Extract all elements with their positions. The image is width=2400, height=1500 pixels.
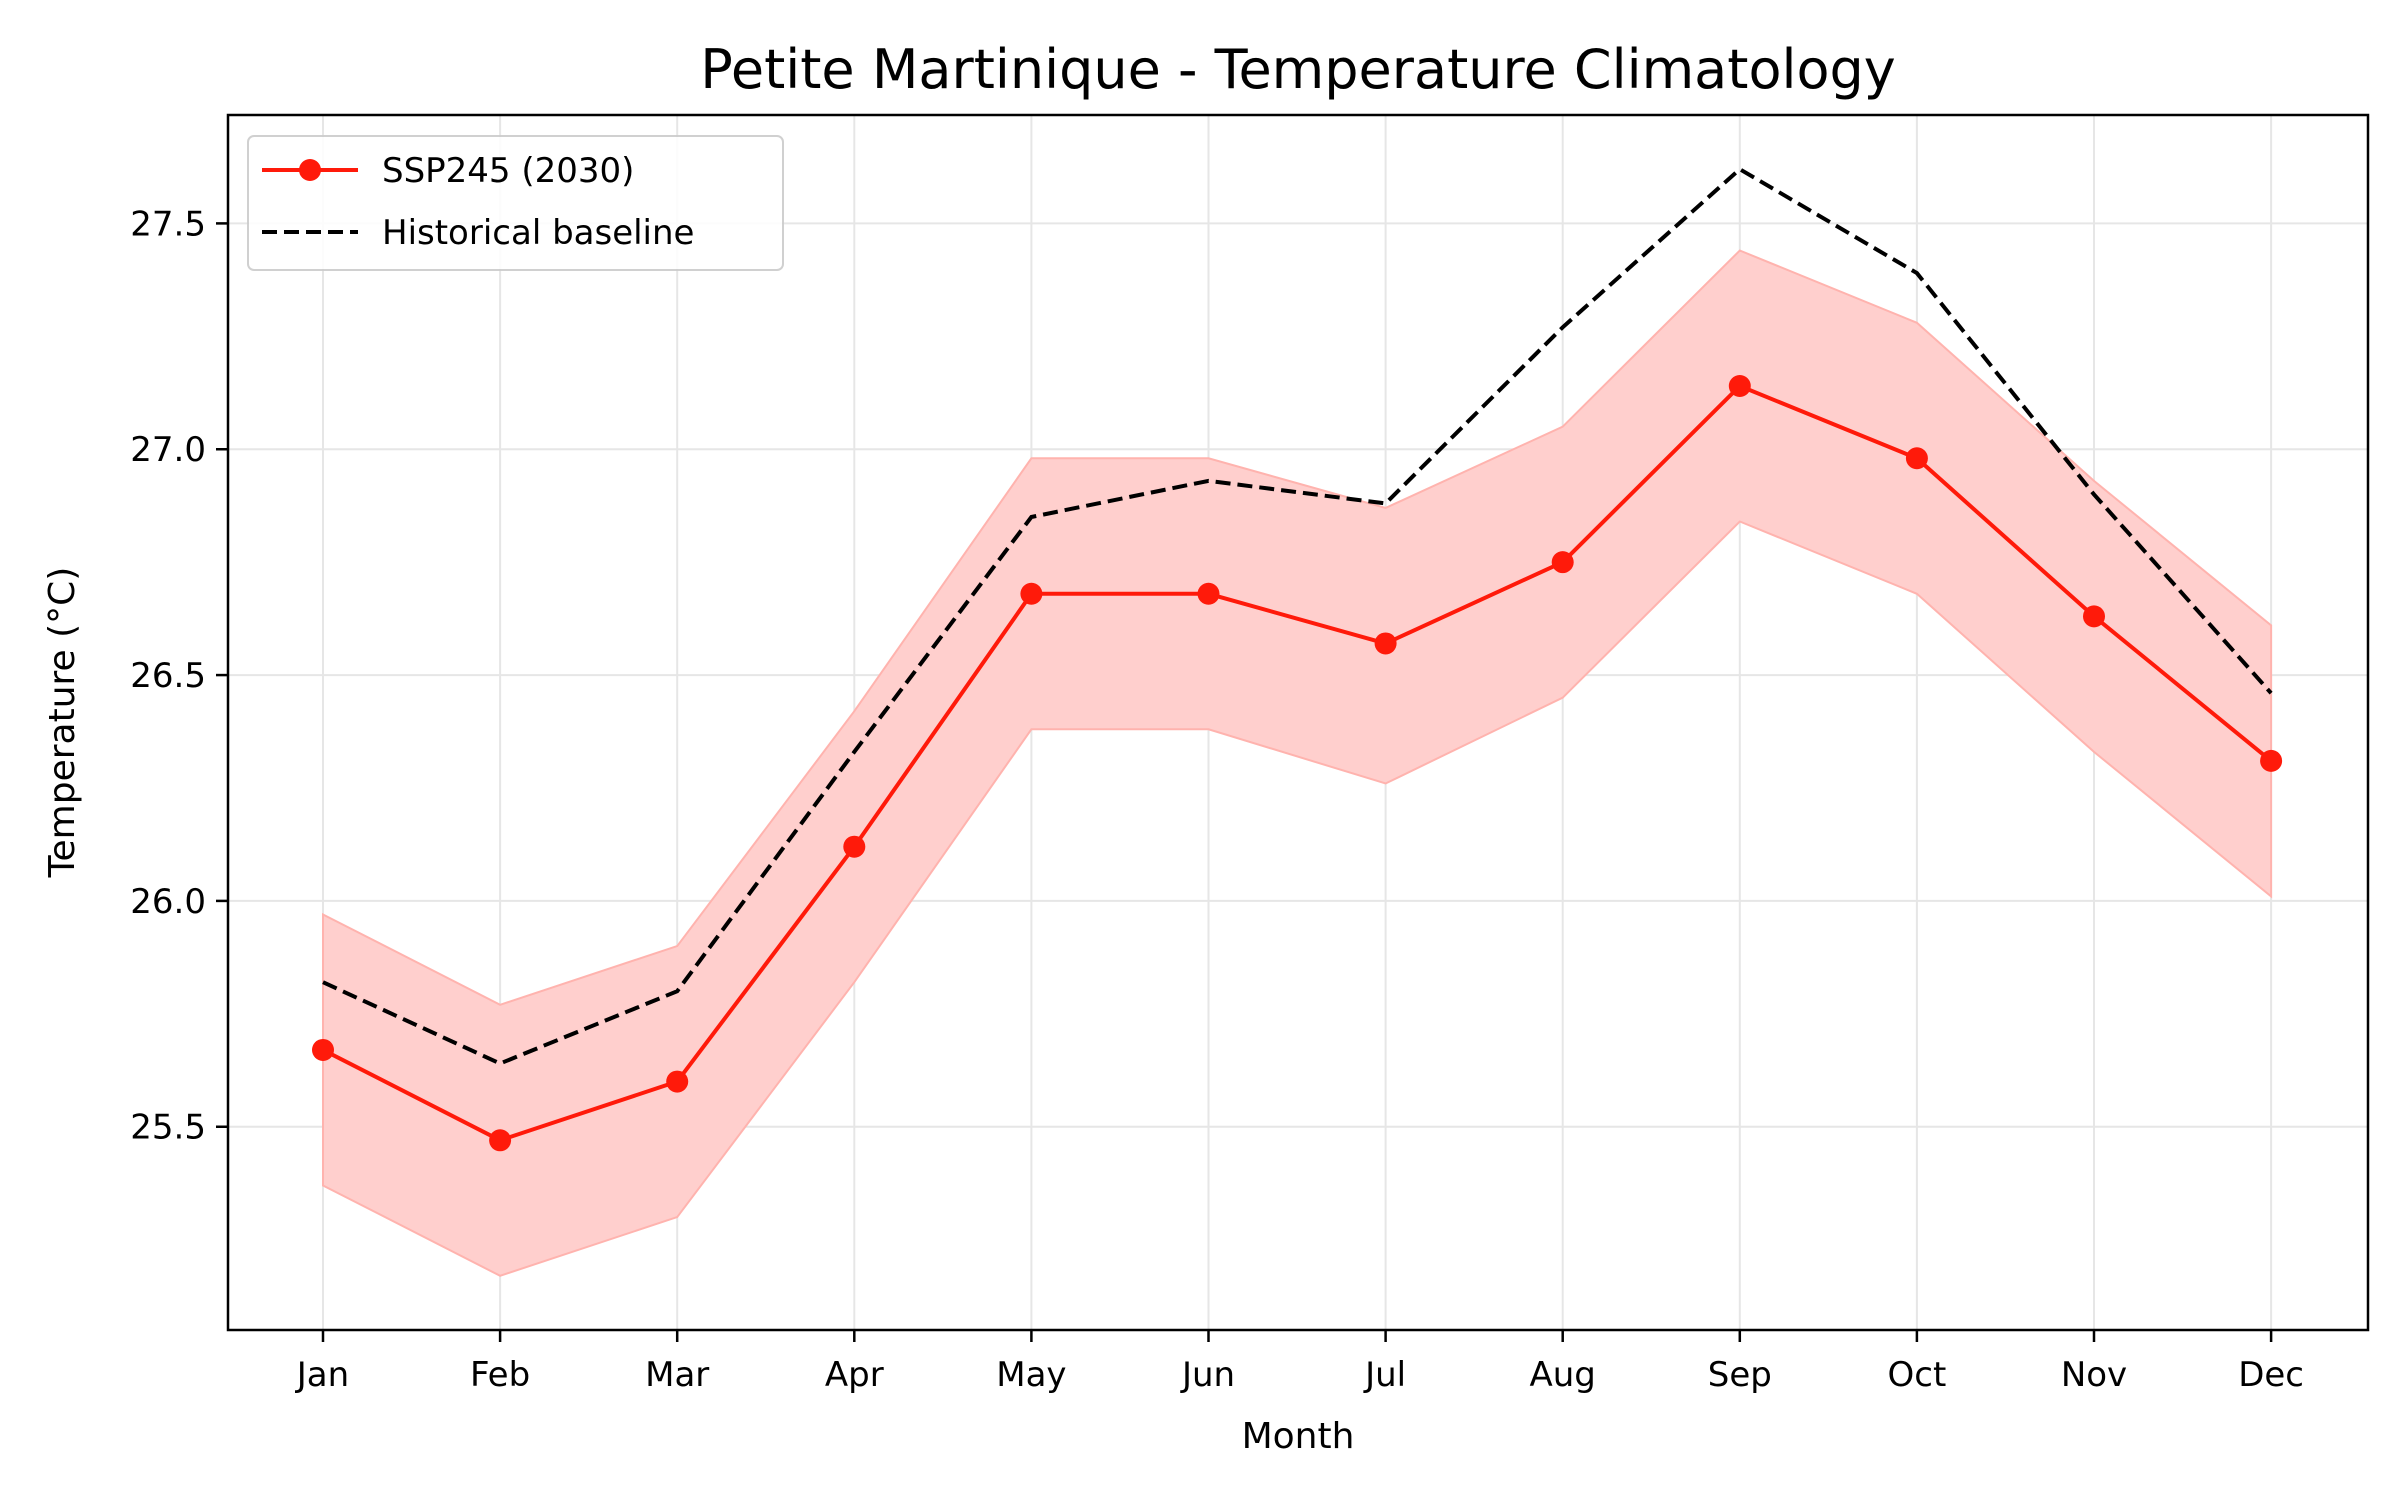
data-point-ssp245: [1020, 582, 1043, 605]
data-point-ssp245: [666, 1070, 689, 1093]
legend-label-ssp245: SSP245 (2030): [382, 151, 634, 191]
x-tick-label: Jul: [1363, 1355, 1406, 1395]
series-line-historical-baseline: [322, 166, 2273, 1066]
x-tick-label: Feb: [470, 1355, 530, 1395]
legend-label-historical: Historical baseline: [382, 213, 694, 253]
legend-marker-ssp245: [299, 159, 321, 181]
data-point-ssp245: [1197, 582, 1220, 605]
data-point-ssp245: [312, 1038, 334, 1061]
data-point-ssp245: [2083, 605, 2105, 628]
series-lines-layer: [312, 166, 2283, 1152]
data-point-ssp245: [2260, 749, 2283, 772]
x-tick-label: Sep: [1708, 1355, 1772, 1395]
data-point-ssp245: [489, 1129, 512, 1152]
x-tick-label: Mar: [645, 1355, 709, 1395]
y-tick-label: 26.0: [130, 882, 206, 922]
legend: SSP245 (2030) Historical baseline: [247, 135, 784, 271]
y-tick-label: 27.5: [130, 204, 206, 244]
data-point-ssp245: [1551, 551, 1574, 574]
uncertainty-band-layer: [322, 249, 2273, 1277]
data-point-ssp245: [843, 835, 866, 858]
y-axis-label: Temperature (°C): [42, 567, 83, 879]
uncertainty-band-ssp245: [322, 249, 2273, 1277]
chart-title: Petite Martinique - Temperature Climatol…: [700, 38, 1896, 101]
data-point-ssp245: [1374, 632, 1397, 655]
legend-box: [247, 135, 784, 271]
x-tick-label: Aug: [1530, 1355, 1596, 1395]
data-point-ssp245: [1728, 375, 1751, 398]
x-tick-label: Nov: [2061, 1355, 2127, 1395]
plot-frame: [226, 113, 2370, 1332]
x-tick-label: Oct: [1888, 1355, 1947, 1395]
axis-ticks: Jan Feb Mar Apr May Jun Jul Aug Sep Oct Nov Dec 25.5…: [130, 204, 2304, 1395]
y-tick-label: 25.5: [130, 1108, 206, 1148]
x-tick-label: Jun: [1180, 1355, 1235, 1395]
x-tick-label: May: [996, 1355, 1066, 1395]
x-tick-label: Apr: [825, 1355, 884, 1395]
x-axis-label: Month: [1242, 1416, 1355, 1457]
y-tick-label: 26.5: [130, 656, 206, 696]
data-point-ssp245: [1905, 447, 1928, 470]
y-tick-label: 27.0: [130, 430, 206, 470]
series-line-ssp245: [322, 383, 2273, 1143]
x-tick-label: Jan: [295, 1355, 349, 1395]
x-tick-label: Dec: [2238, 1355, 2304, 1395]
